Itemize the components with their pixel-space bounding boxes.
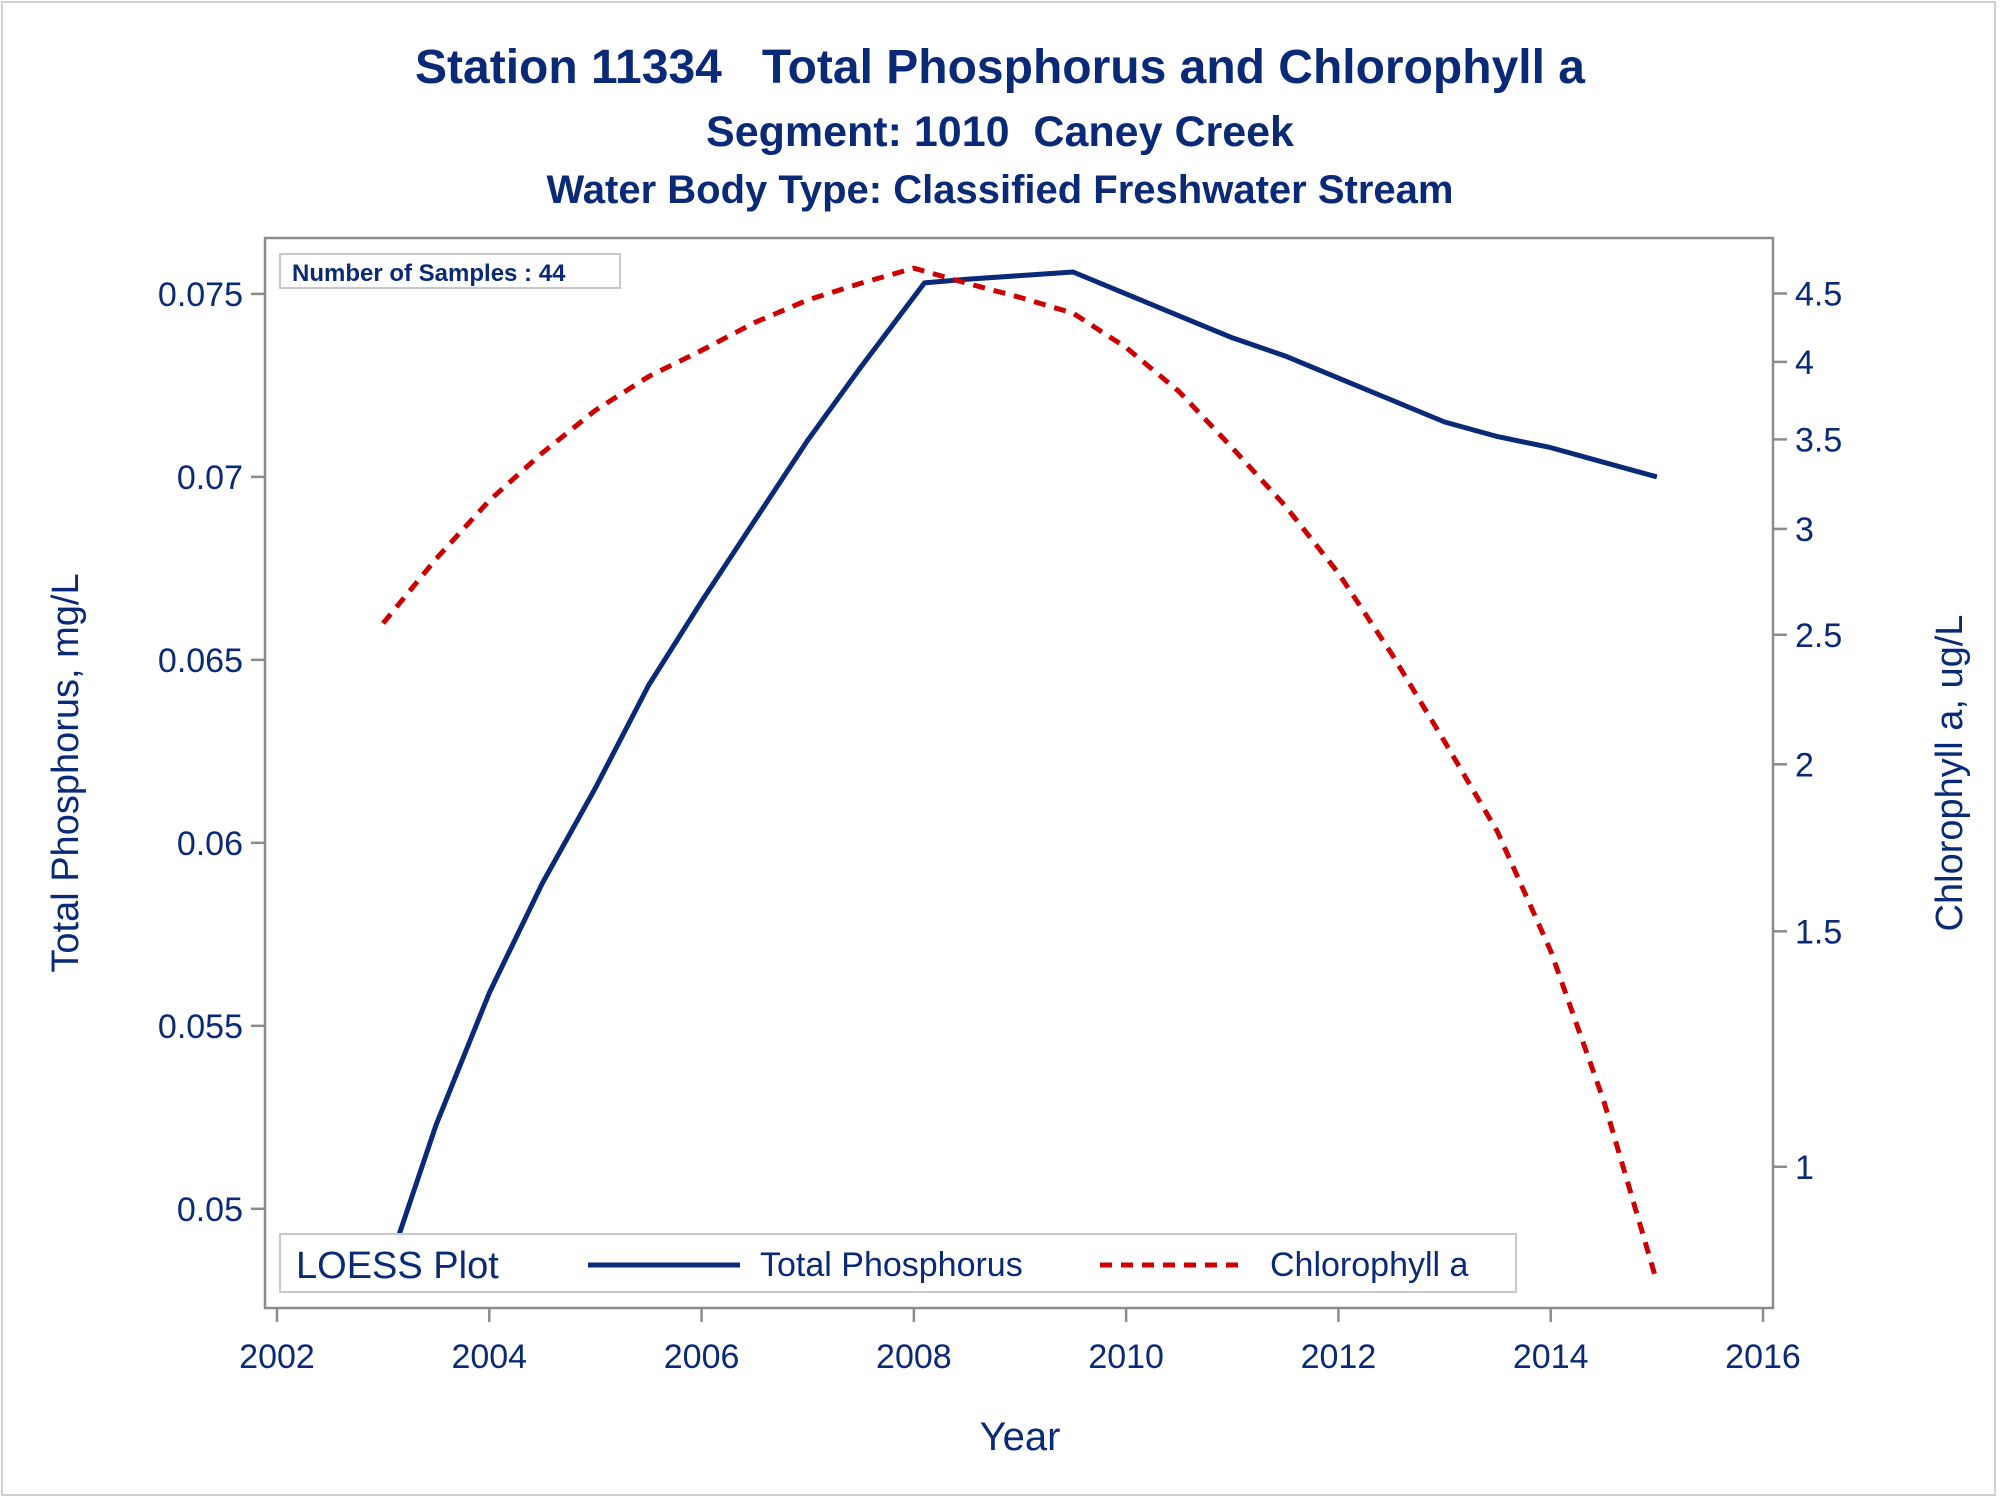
sample-count-label: Number of Samples : 44 (292, 260, 566, 287)
series-line-chlorophyll-a (383, 268, 1657, 1282)
y-tick-label: 0.055 (158, 1008, 243, 1046)
x-tick-label: 2014 (1513, 1338, 1589, 1376)
y2-tick-label: 3.5 (1795, 421, 1842, 459)
series-lines (383, 268, 1657, 1282)
y-axis-label-right: Chlorophyll a, ug/L (1929, 615, 1971, 932)
plot-area (265, 238, 1773, 1308)
y-tick-label: 0.065 (158, 642, 243, 680)
x-tick-label: 2006 (664, 1338, 740, 1376)
y2-tick-label: 4.5 (1795, 275, 1842, 313)
x-tick-label: 2002 (239, 1338, 315, 1376)
legend-title: LOESS Plot (296, 1245, 499, 1287)
legend-label-chlorophyll-a: Chlorophyll a (1270, 1246, 1469, 1284)
y-tick-label: 0.07 (177, 459, 243, 497)
y2-tick-label: 3 (1795, 511, 1814, 549)
x-tick-label: 2004 (451, 1338, 527, 1376)
x-tick-label: 2012 (1301, 1338, 1377, 1376)
y2-tick-label: 4 (1795, 344, 1814, 382)
y-tick-label: 0.075 (158, 276, 243, 314)
x-axis-label: Year (980, 1415, 1061, 1459)
axes: 2002 2004 2006 2008 2010 2012 2014 2016 0.05 0.05… (158, 275, 1842, 1376)
y2-tick-label: 1.5 (1795, 913, 1842, 951)
chart-svg: 2002 2004 2006 2008 2010 2012 2014 2016 0.05 0.05… (0, 0, 2000, 1500)
y-axis-label-left: Total Phosphorus, mg/L (45, 573, 87, 972)
y2-tick-label: 2.5 (1795, 617, 1842, 655)
y-tick-label: 0.05 (177, 1191, 243, 1229)
y2-tick-label: 1 (1795, 1149, 1814, 1187)
y-tick-label: 0.06 (177, 825, 243, 863)
x-tick-label: 2008 (876, 1338, 952, 1376)
legend: LOESS Plot Total Phosphorus Chlorophyll … (280, 1234, 1516, 1292)
x-tick-label: 2010 (1088, 1338, 1164, 1376)
x-tick-label: 2016 (1725, 1338, 1801, 1376)
y2-tick-label: 2 (1795, 746, 1814, 784)
legend-label-total-phosphorus: Total Phosphorus (760, 1246, 1023, 1284)
sample-count-box: Number of Samples : 44 (280, 254, 620, 288)
